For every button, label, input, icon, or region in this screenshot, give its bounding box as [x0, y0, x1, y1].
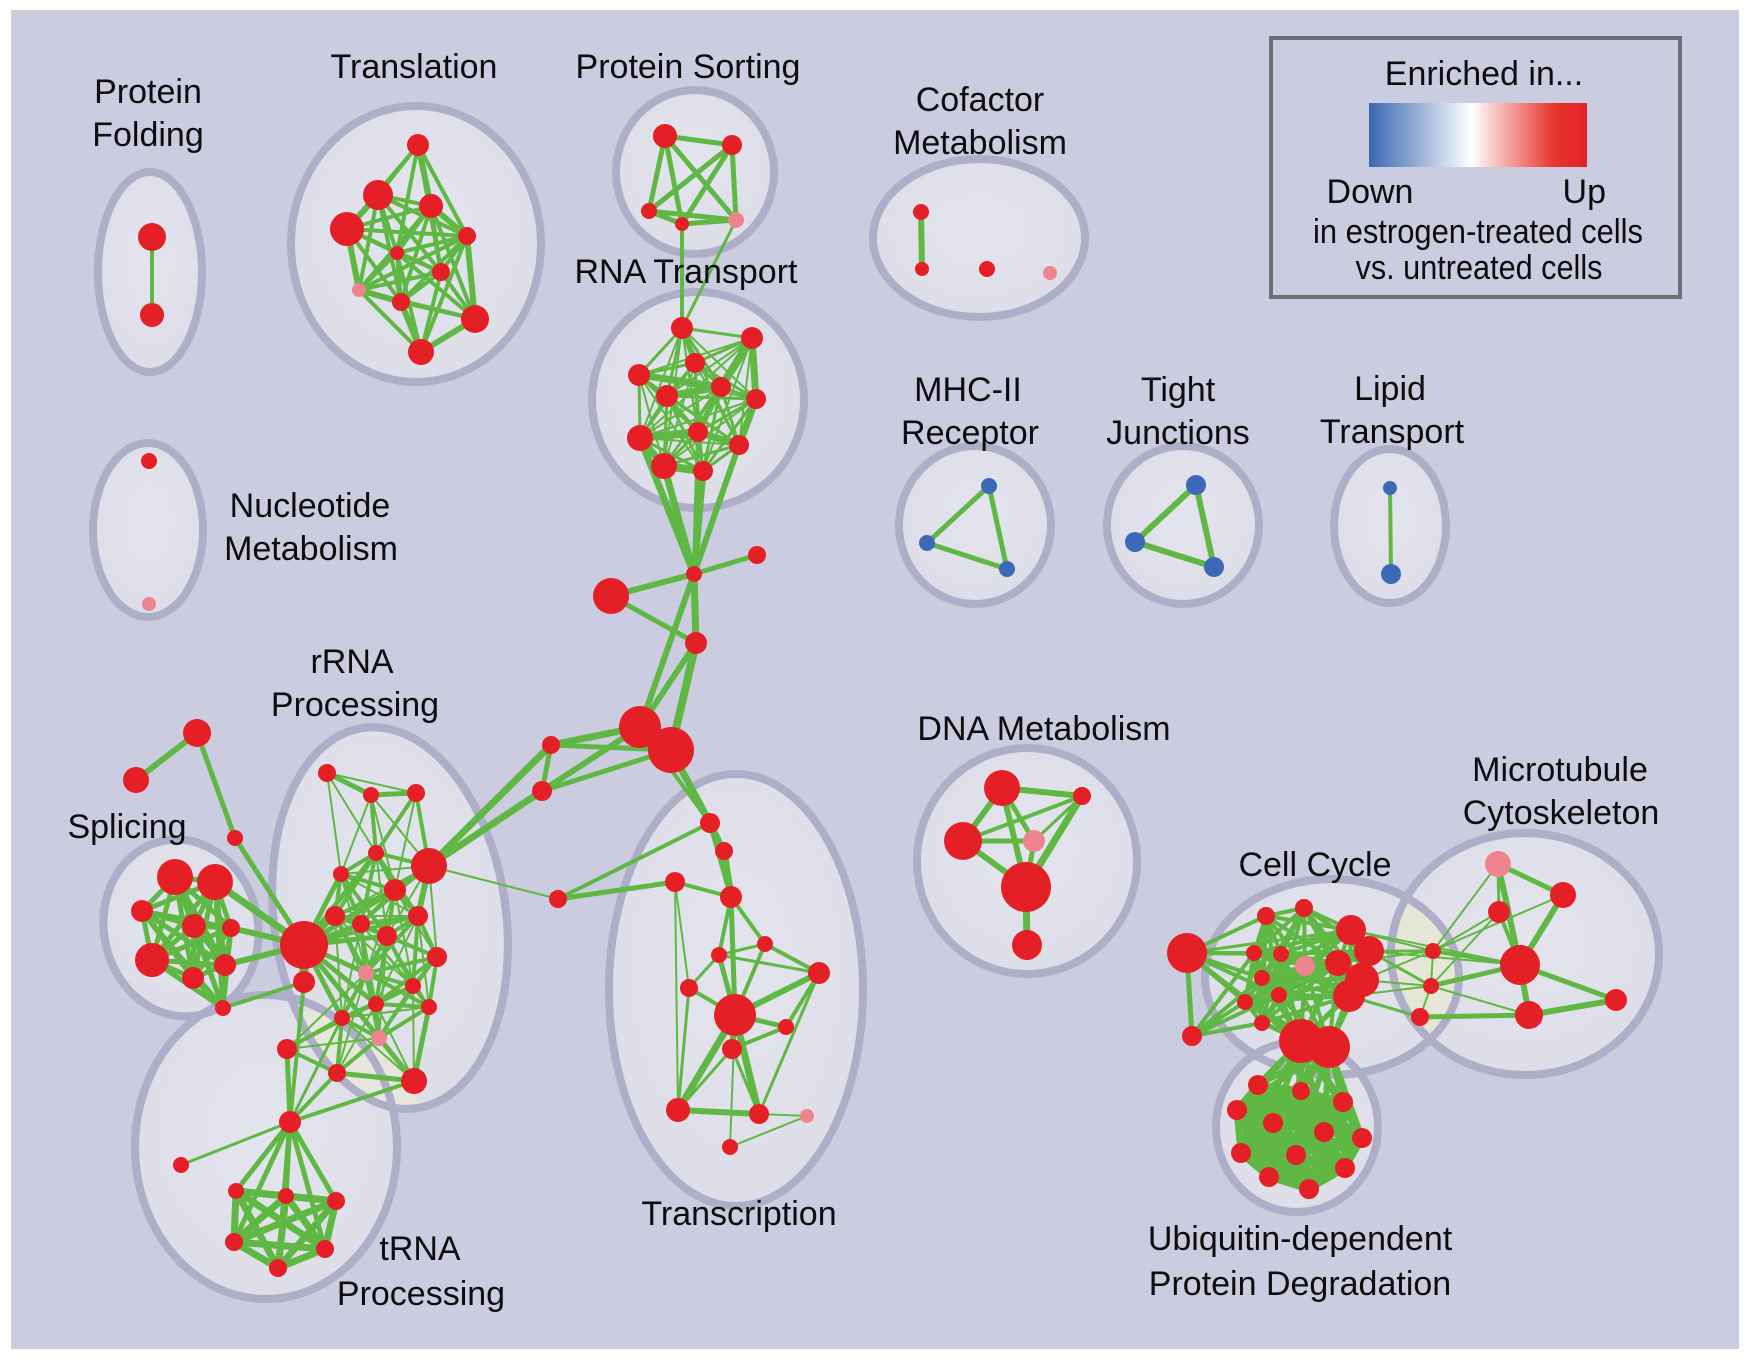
svg-text:Up: Up [1563, 173, 1606, 211]
svg-text:Translation: Translation [331, 48, 498, 86]
svg-text:Enriched in...: Enriched in... [1385, 55, 1583, 93]
svg-text:Processing: Processing [271, 686, 439, 724]
svg-text:Cell Cycle: Cell Cycle [1238, 846, 1391, 884]
svg-text:Lipid: Lipid [1354, 370, 1426, 408]
svg-text:vs. untreated cells: vs. untreated cells [1356, 249, 1603, 287]
svg-text:Transcription: Transcription [641, 1195, 836, 1233]
svg-text:Folding: Folding [92, 116, 204, 154]
svg-text:Microtubule: Microtubule [1472, 751, 1648, 789]
svg-text:Protein Degradation: Protein Degradation [1149, 1265, 1451, 1303]
svg-text:Processing: Processing [337, 1275, 505, 1313]
svg-text:Metabolism: Metabolism [224, 530, 398, 568]
svg-text:Cytoskeleton: Cytoskeleton [1463, 794, 1660, 832]
svg-text:MHC-II: MHC-II [914, 371, 1022, 409]
svg-text:RNA Transport: RNA Transport [575, 253, 799, 291]
svg-text:Receptor: Receptor [901, 414, 1039, 452]
svg-text:Nucleotide: Nucleotide [230, 487, 391, 525]
svg-text:Down: Down [1327, 173, 1414, 211]
svg-text:Junctions: Junctions [1106, 414, 1250, 452]
svg-text:in estrogen-treated cells: in estrogen-treated cells [1313, 213, 1643, 251]
svg-text:tRNA: tRNA [379, 1230, 461, 1268]
svg-text:Metabolism: Metabolism [893, 124, 1067, 162]
svg-text:DNA Metabolism: DNA Metabolism [917, 710, 1170, 748]
svg-text:Protein Sorting: Protein Sorting [576, 48, 801, 86]
svg-text:rRNA: rRNA [310, 643, 393, 681]
svg-text:Cofactor: Cofactor [916, 81, 1045, 119]
svg-text:Splicing: Splicing [67, 808, 186, 846]
svg-text:Ubiquitin-dependent: Ubiquitin-dependent [1148, 1220, 1453, 1258]
svg-text:Transport: Transport [1320, 413, 1465, 451]
svg-text:Protein: Protein [94, 73, 202, 111]
svg-text:Tight: Tight [1141, 371, 1216, 409]
